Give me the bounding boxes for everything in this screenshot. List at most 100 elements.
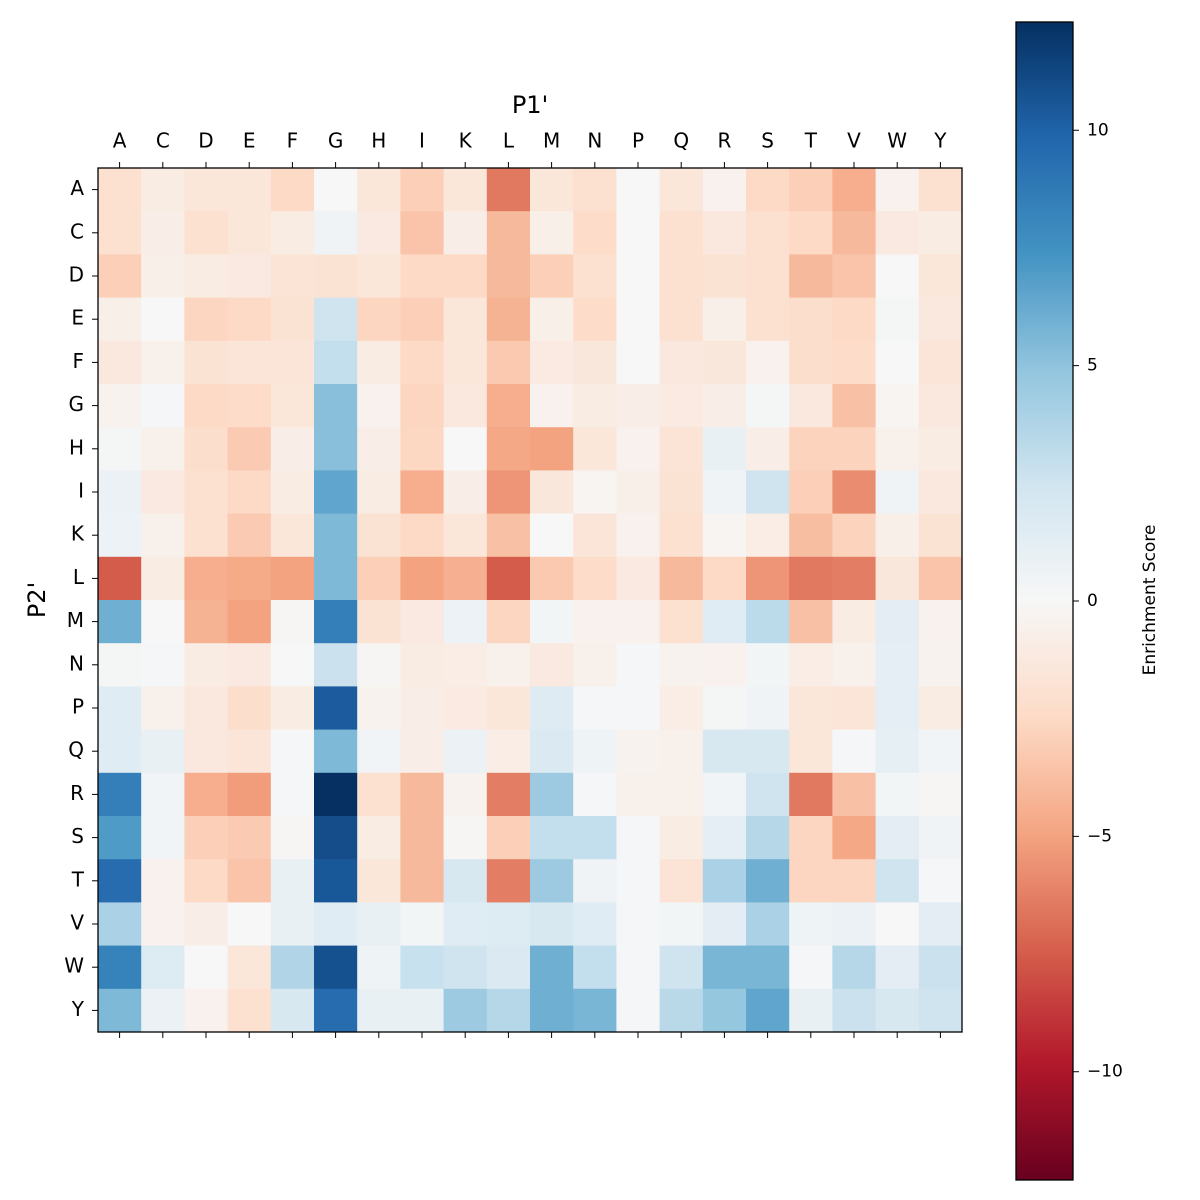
heatmap-cell <box>98 427 142 471</box>
heatmap-cell <box>918 600 963 644</box>
heatmap-cell <box>98 772 142 817</box>
heatmap-cell <box>141 988 185 1033</box>
heatmap-cell <box>573 772 617 817</box>
heatmap-cell <box>530 859 574 903</box>
heatmap-cell <box>573 686 617 731</box>
heatmap-cell <box>702 556 747 601</box>
heatmap-cell <box>227 902 272 947</box>
heatmap-cell <box>184 384 229 428</box>
heatmap-cell <box>357 859 401 903</box>
heatmap-cell <box>400 470 445 515</box>
heatmap-cell <box>98 384 142 428</box>
heatmap-cell <box>314 643 358 687</box>
heatmap-cell <box>141 168 185 212</box>
heatmap-cell <box>789 686 833 731</box>
heatmap-cell <box>746 643 790 687</box>
heatmap-cell <box>400 643 445 687</box>
heatmap-cell <box>184 945 229 990</box>
heatmap-cell <box>918 384 963 428</box>
heatmap-cell <box>486 254 531 299</box>
heatmap-cell <box>443 816 488 860</box>
heatmap-cell <box>875 988 920 1033</box>
heatmap-cell <box>400 945 445 990</box>
heatmap-cell <box>357 600 401 644</box>
heatmap-cell <box>702 168 747 212</box>
heatmap-cell <box>746 340 790 385</box>
heatmap-cell <box>443 254 488 299</box>
heatmap-cell <box>184 729 229 774</box>
heatmap-cell <box>141 729 185 774</box>
heatmap-cell <box>314 772 358 817</box>
heatmap-cell <box>357 254 401 299</box>
heatmap-cell <box>702 340 747 385</box>
heatmap-cell <box>875 686 920 731</box>
heatmap-cell <box>141 297 185 342</box>
heatmap-cell <box>98 211 142 255</box>
heatmap-cell <box>659 470 704 515</box>
heatmap-cell <box>746 859 790 903</box>
heatmap-cell <box>184 859 229 903</box>
heatmap-cell <box>227 600 272 644</box>
heatmap-cell <box>789 859 833 903</box>
heatmap-cell <box>184 297 229 342</box>
heatmap-cell <box>443 556 488 601</box>
heatmap-cell <box>443 686 488 731</box>
heatmap-cell <box>314 297 358 342</box>
heatmap-cell <box>573 902 617 947</box>
heatmap-cell <box>270 297 315 342</box>
heatmap-cell <box>184 816 229 860</box>
x-tick-label: I <box>419 129 425 153</box>
heatmap-cell <box>98 556 142 601</box>
heatmap-cell <box>573 168 617 212</box>
heatmap-cell <box>357 556 401 601</box>
heatmap-cell <box>616 988 661 1033</box>
heatmap-cell <box>746 816 790 860</box>
heatmap-cell <box>486 384 531 428</box>
heatmap-cell <box>832 729 877 774</box>
x-tick-label: T <box>804 129 818 153</box>
heatmap-cell <box>141 945 185 990</box>
heatmap-cell <box>573 297 617 342</box>
heatmap-cell <box>141 427 185 471</box>
heatmap-cell <box>746 254 790 299</box>
y-tick-label: Q <box>68 738 84 762</box>
heatmap-cell <box>98 945 142 990</box>
heatmap-cell <box>875 340 920 385</box>
heatmap-cell <box>314 340 358 385</box>
heatmap-cell <box>443 945 488 990</box>
heatmap-cell <box>573 470 617 515</box>
heatmap-cell <box>789 340 833 385</box>
heatmap-cell <box>184 470 229 515</box>
x-tick-label: F <box>287 129 299 153</box>
heatmap-cell <box>832 297 877 342</box>
heatmap-cell <box>314 902 358 947</box>
heatmap-cell <box>789 427 833 471</box>
heatmap-cell <box>443 297 488 342</box>
heatmap-cell <box>789 816 833 860</box>
heatmap-cell <box>227 340 272 385</box>
heatmap-cell <box>443 513 488 558</box>
heatmap-cell <box>486 297 531 342</box>
heatmap-cell <box>314 816 358 860</box>
heatmap-cell <box>141 686 185 731</box>
heatmap-cell <box>357 427 401 471</box>
heatmap-cell <box>357 340 401 385</box>
heatmap-cell <box>443 600 488 644</box>
heatmap-cell <box>530 254 574 299</box>
heatmap-cell <box>227 168 272 212</box>
heatmap-cell <box>357 945 401 990</box>
heatmap-cell <box>918 902 963 947</box>
heatmap-cell <box>443 729 488 774</box>
heatmap-cell <box>141 340 185 385</box>
heatmap-cell <box>918 859 963 903</box>
heatmap-cell <box>400 211 445 255</box>
x-tick-label: A <box>113 129 127 153</box>
heatmap-cell <box>918 340 963 385</box>
heatmap-cell <box>98 254 142 299</box>
heatmap-cell <box>400 772 445 817</box>
heatmap-cell <box>530 211 574 255</box>
heatmap-cell <box>184 340 229 385</box>
heatmap-cell <box>314 600 358 644</box>
heatmap-cell <box>400 427 445 471</box>
y-tick-label: H <box>69 435 84 459</box>
